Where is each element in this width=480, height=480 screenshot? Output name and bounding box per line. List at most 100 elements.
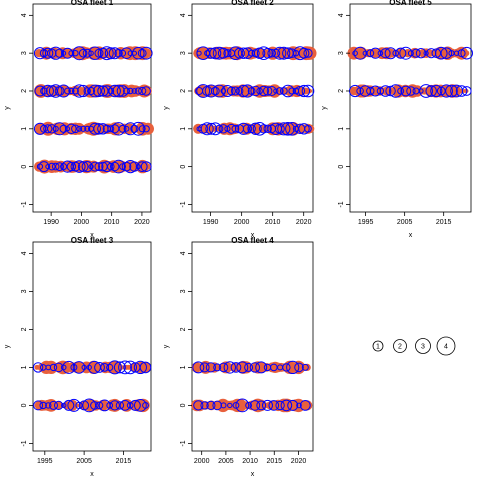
expected-bubble bbox=[78, 48, 88, 58]
expected-bubble bbox=[127, 87, 134, 95]
expected-bubble bbox=[129, 399, 141, 411]
expected-bubble bbox=[418, 88, 424, 94]
observed-bubble bbox=[145, 51, 151, 56]
expected-bubble bbox=[104, 47, 117, 60]
expected-bubble bbox=[267, 48, 277, 58]
y-axis-label: y bbox=[321, 106, 328, 110]
expected-bubble bbox=[66, 161, 77, 172]
expected-bubble bbox=[62, 360, 76, 374]
plot-frame bbox=[349, 3, 472, 213]
expected-bubble bbox=[223, 361, 237, 374]
expected-bubble bbox=[39, 401, 47, 410]
expected-bubble bbox=[108, 84, 121, 98]
expected-bubble bbox=[281, 122, 295, 136]
expected-bubble bbox=[249, 362, 261, 373]
expected-bubble bbox=[258, 85, 270, 97]
expected-bubble bbox=[134, 399, 147, 412]
expected-bubble bbox=[273, 46, 287, 60]
y-tick-label: 2 bbox=[180, 89, 187, 93]
expected-bubble bbox=[235, 398, 250, 413]
expected-bubble bbox=[228, 46, 243, 61]
observed-bubble bbox=[464, 88, 469, 94]
expected-bubble bbox=[277, 46, 291, 60]
expected-bubble bbox=[93, 123, 105, 135]
y-tick-label: 2 bbox=[338, 89, 345, 93]
expected-bubble bbox=[430, 84, 443, 98]
expected-bubble bbox=[245, 402, 253, 409]
expected-bubble bbox=[68, 50, 75, 57]
expected-bubble bbox=[142, 125, 150, 133]
expected-bubble bbox=[419, 84, 434, 98]
expected-bubble bbox=[134, 87, 142, 95]
expected-bubble bbox=[237, 122, 250, 135]
expected-bubble bbox=[275, 400, 285, 411]
x-axis-label: x bbox=[409, 232, 413, 239]
expected-bubble bbox=[406, 86, 416, 96]
x-axis-label: x bbox=[90, 471, 94, 478]
expected-bubble bbox=[385, 85, 396, 97]
expected-bubble bbox=[273, 88, 279, 94]
expected-bubble bbox=[45, 402, 52, 409]
expected-bubble bbox=[366, 49, 375, 58]
expected-bubble bbox=[68, 87, 75, 95]
legend-label: 1 bbox=[376, 344, 380, 351]
y-tick-label: -1 bbox=[180, 440, 187, 446]
y-tick-label: 3 bbox=[21, 289, 28, 293]
x-tick-label: 2020 bbox=[134, 219, 150, 226]
expected-bubble bbox=[287, 399, 299, 411]
x-tick-label: 2020 bbox=[296, 219, 312, 226]
x-tick-label: 2005 bbox=[397, 219, 413, 226]
expected-bubble bbox=[94, 362, 105, 373]
y-tick-label: 3 bbox=[338, 51, 345, 55]
y-tick-label: 1 bbox=[338, 127, 345, 131]
expected-bubble bbox=[366, 86, 375, 96]
expected-bubble bbox=[123, 360, 137, 375]
expected-bubble bbox=[107, 162, 115, 171]
expected-bubble bbox=[60, 163, 68, 171]
y-tick-label: 3 bbox=[180, 289, 187, 293]
y-tick-label: 2 bbox=[21, 327, 28, 331]
y-tick-label: -1 bbox=[21, 201, 28, 207]
expected-bubble bbox=[72, 361, 86, 374]
expected-bubble bbox=[389, 84, 403, 98]
panel-title: OSA fleet 2 bbox=[231, 0, 274, 7]
expected-bubble bbox=[140, 161, 152, 173]
plot-frame bbox=[191, 241, 314, 452]
expected-bubble bbox=[304, 125, 312, 133]
expected-bubble bbox=[192, 361, 205, 374]
expected-bubble bbox=[33, 47, 47, 60]
expected-bubble bbox=[281, 84, 295, 98]
observed-bubble bbox=[303, 363, 311, 371]
expected-bubble bbox=[132, 46, 145, 60]
expected-bubble bbox=[392, 49, 400, 57]
legend-circle bbox=[393, 339, 407, 353]
expected-bubble bbox=[220, 402, 227, 409]
expected-bubble bbox=[129, 161, 140, 172]
expected-bubble bbox=[380, 48, 391, 59]
expected-bubble bbox=[249, 122, 262, 136]
y-tick-label: -1 bbox=[338, 201, 345, 207]
expected-bubble bbox=[82, 48, 92, 58]
x-axis-label: x bbox=[251, 471, 255, 478]
expected-bubble bbox=[425, 85, 437, 97]
expected-bubble bbox=[72, 84, 86, 98]
expected-bubble bbox=[55, 162, 64, 172]
expected-bubble bbox=[33, 122, 47, 135]
expected-bubble bbox=[73, 160, 86, 173]
expected-bubble bbox=[227, 402, 233, 409]
expected-bubble bbox=[423, 50, 429, 56]
x-tick-label: 2005 bbox=[76, 458, 92, 465]
expected-bubble bbox=[54, 400, 64, 410]
expected-bubble bbox=[293, 46, 307, 61]
expected-bubble bbox=[296, 402, 302, 409]
expected-bubble bbox=[208, 122, 222, 136]
y-tick-label: 2 bbox=[180, 327, 187, 331]
expected-bubble bbox=[206, 400, 216, 410]
expected-bubble bbox=[256, 400, 267, 411]
plot-frame bbox=[32, 3, 152, 213]
expected-bubble bbox=[49, 400, 58, 410]
expected-bubble bbox=[215, 124, 224, 133]
expected-bubble bbox=[111, 159, 126, 174]
expected-bubble bbox=[51, 162, 60, 171]
x-tick-label: 2010 bbox=[242, 458, 258, 465]
